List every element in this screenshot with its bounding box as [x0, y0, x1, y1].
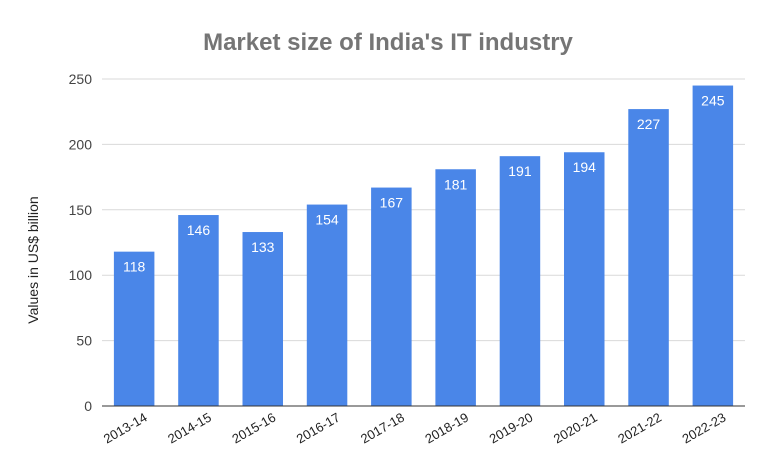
data-label: 154 — [315, 212, 339, 228]
bar — [113, 251, 155, 406]
data-label: 167 — [380, 195, 404, 211]
bar — [628, 109, 669, 407]
bar — [435, 169, 476, 406]
bars — [113, 85, 734, 407]
bar — [499, 156, 541, 406]
data-label: 181 — [444, 176, 468, 192]
data-label: 227 — [637, 116, 661, 132]
x-tick-label: 2020-21 — [551, 410, 600, 447]
bar — [306, 204, 348, 406]
x-tick-label: 2022-23 — [680, 410, 729, 447]
bar — [242, 232, 284, 406]
bar — [692, 85, 734, 406]
bar — [563, 152, 605, 406]
x-tick-label: 2021-22 — [615, 410, 664, 447]
y-tick-label: 150 — [69, 202, 93, 218]
x-tick-label: 2018-19 — [422, 410, 471, 447]
y-axis-ticks: 0 50 100 150 200 250 — [69, 71, 93, 414]
data-labels: 118 146 133 154 167 181 191 194 227 245 — [123, 93, 725, 275]
y-axis-label: Values in US$ billion — [25, 196, 41, 323]
y-tick-label: 200 — [69, 136, 93, 152]
data-label: 191 — [508, 163, 532, 179]
chart-title: Market size of India's IT industry — [203, 29, 573, 56]
y-tick-label: 0 — [84, 398, 92, 414]
data-label: 194 — [573, 159, 597, 175]
x-tick-label: 2017-18 — [358, 410, 407, 447]
y-tick-label: 250 — [69, 71, 93, 87]
x-tick-label: 2016-17 — [294, 410, 343, 447]
bar — [371, 187, 412, 406]
data-label: 146 — [187, 222, 211, 238]
data-label: 133 — [251, 239, 275, 255]
y-tick-label: 50 — [76, 333, 92, 349]
bar — [178, 215, 219, 406]
data-label: 245 — [701, 93, 725, 109]
x-tick-label: 2014-15 — [165, 410, 214, 447]
x-tick-label: 2015-16 — [229, 410, 278, 447]
x-axis-ticks: 2013-14 2014-15 2015-16 2016-17 2017-18 2018-… — [101, 410, 729, 447]
data-label: 118 — [123, 259, 146, 275]
x-tick-label: 2013-14 — [101, 410, 150, 447]
x-tick-label: 2019-20 — [487, 410, 536, 447]
y-tick-label: 100 — [69, 267, 93, 283]
